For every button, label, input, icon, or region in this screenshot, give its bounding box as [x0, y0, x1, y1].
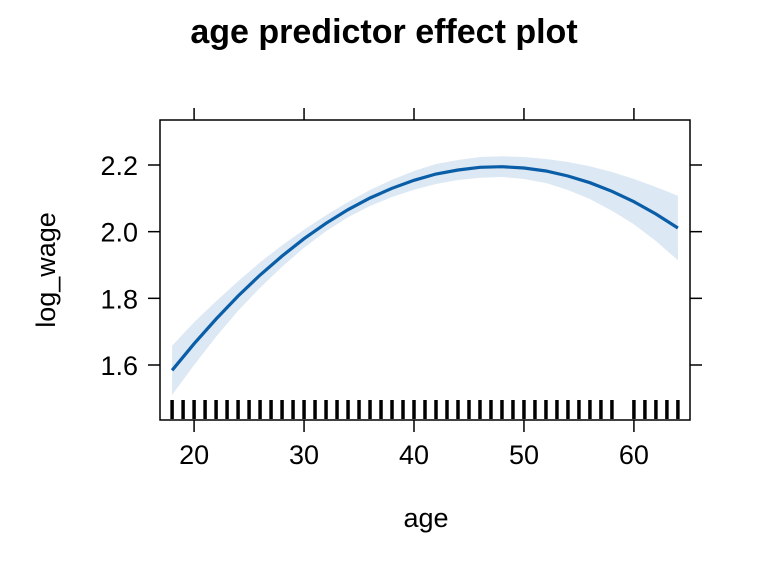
- x-axis: 20 30 40 50 60: [179, 108, 649, 470]
- y-axis: 1.6 1.8 2.0 2.2: [100, 151, 702, 381]
- x-tick-label: 40: [399, 440, 429, 470]
- y-axis-label: log_wage: [31, 212, 61, 328]
- y-tick-label: 1.6: [100, 351, 138, 381]
- fitted-line: [170, 165, 679, 372]
- confidence-band: [172, 156, 678, 395]
- plot-area: [159, 119, 691, 421]
- rug-marks: [170, 400, 680, 419]
- x-tick-label: 20: [179, 440, 209, 470]
- y-tick-label: 1.8: [100, 284, 138, 314]
- x-axis-label: age: [403, 503, 448, 533]
- x-tick-label: 60: [619, 440, 649, 470]
- plot-frame: [159, 119, 691, 421]
- x-tick-label: 30: [289, 440, 319, 470]
- x-tick-label: 50: [509, 440, 539, 470]
- y-tick-label: 2.0: [100, 218, 138, 248]
- y-tick-label: 2.2: [100, 151, 138, 181]
- chart-title: age predictor effect plot: [190, 13, 577, 51]
